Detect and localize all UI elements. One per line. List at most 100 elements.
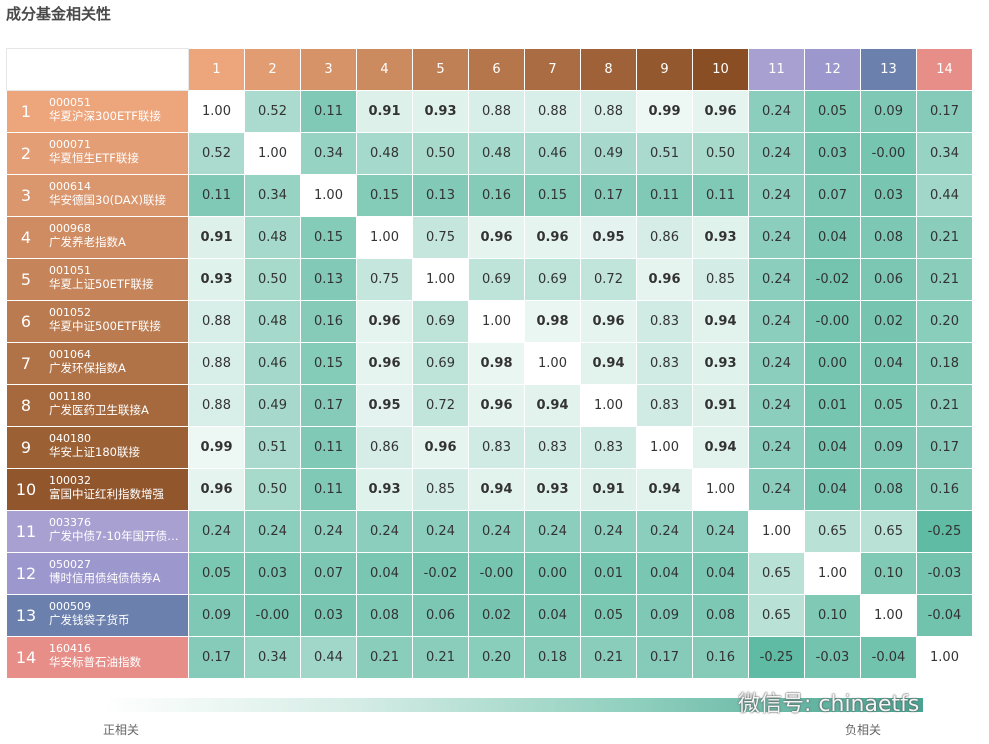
correlation-cell: 0.46 xyxy=(524,132,581,175)
correlation-cell: 0.24 xyxy=(748,174,805,217)
correlation-cell: 0.96 xyxy=(692,90,749,133)
correlation-cell: 0.48 xyxy=(244,216,301,259)
correlation-cell: 0.94 xyxy=(580,342,637,385)
correlation-cell: 1.00 xyxy=(692,468,749,511)
correlation-cell: 1.00 xyxy=(356,216,413,259)
correlation-cell: 0.95 xyxy=(356,384,413,427)
correlation-cell: 0.17 xyxy=(916,426,973,469)
correlation-cell: 0.03 xyxy=(804,132,861,175)
row-header: 4 000968 广发养老指数A xyxy=(6,216,189,259)
table-row: 10 100032 富国中证红利指数增强 0.96 0.50 0.11 0.93 0.85 0.… xyxy=(6,468,973,511)
correlation-cell: 0.94 xyxy=(692,300,749,343)
correlation-cell: 0.34 xyxy=(244,636,301,679)
row-number: 5 xyxy=(20,270,32,289)
correlation-cell: 0.96 xyxy=(356,300,413,343)
correlation-cell: 0.08 xyxy=(860,468,917,511)
correlation-cell: 0.07 xyxy=(804,174,861,217)
row-number: 10 xyxy=(15,480,37,499)
correlation-cell: 0.08 xyxy=(692,594,749,637)
correlation-cell: 0.15 xyxy=(300,216,357,259)
correlation-cell: 0.49 xyxy=(244,384,301,427)
correlation-cell: 0.65 xyxy=(804,510,861,553)
correlation-cell: 0.04 xyxy=(804,468,861,511)
correlation-cell: 0.21 xyxy=(356,636,413,679)
correlation-cell: 0.48 xyxy=(468,132,525,175)
fund-name: 华安上证180联接 xyxy=(49,445,140,459)
correlation-cell: 0.09 xyxy=(188,594,245,637)
row-header: 7 001064 广发环保指数A xyxy=(6,342,189,385)
row-number: 8 xyxy=(20,396,32,415)
correlation-cell: 0.69 xyxy=(524,258,581,301)
correlation-cell: 0.17 xyxy=(916,90,973,133)
correlation-cell: 0.88 xyxy=(188,342,245,385)
correlation-cell: 0.83 xyxy=(636,342,693,385)
column-header: 2 xyxy=(244,48,301,91)
row-header: 5 001051 华夏上证50ETF联接 xyxy=(6,258,189,301)
correlation-cell: 0.24 xyxy=(748,132,805,175)
row-header: 6 001052 华夏中证500ETF联接 xyxy=(6,300,189,343)
table-row: 4 000968 广发养老指数A 0.91 0.48 0.15 1.00 0.75 0.96 0.… xyxy=(6,216,973,259)
table-row: 5 001051 华夏上证50ETF联接 0.93 0.50 0.13 0.75 1.00 0.… xyxy=(6,258,973,301)
column-header: 4 xyxy=(356,48,413,91)
fund-code: 100032 xyxy=(49,474,91,487)
correlation-cell: 0.83 xyxy=(580,426,637,469)
correlation-cell: 0.83 xyxy=(524,426,581,469)
correlation-cell: 0.49 xyxy=(580,132,637,175)
fund-code: 001052 xyxy=(49,306,91,319)
correlation-cell: 0.91 xyxy=(692,384,749,427)
correlation-cell: -0.04 xyxy=(860,636,917,679)
column-header: 7 xyxy=(524,48,581,91)
correlation-cell: 0.24 xyxy=(692,510,749,553)
correlation-cell: 0.50 xyxy=(692,132,749,175)
correlation-cell: 0.24 xyxy=(748,426,805,469)
correlation-cell: 0.24 xyxy=(748,300,805,343)
correlation-cell: 0.94 xyxy=(636,468,693,511)
row-number: 6 xyxy=(20,312,32,331)
correlation-cell: 0.91 xyxy=(188,216,245,259)
correlation-cell: 0.01 xyxy=(804,384,861,427)
correlation-cell: 0.09 xyxy=(860,426,917,469)
correlation-cell: 0.51 xyxy=(244,426,301,469)
correlation-cell: 0.50 xyxy=(244,258,301,301)
correlation-cell: 0.11 xyxy=(300,468,357,511)
correlation-cell: 1.00 xyxy=(804,552,861,595)
correlation-cell: 0.21 xyxy=(916,384,973,427)
correlation-cell: 0.04 xyxy=(636,552,693,595)
table-row: 7 001064 广发环保指数A 0.88 0.46 0.15 0.96 0.69 0.98 1.… xyxy=(6,342,973,385)
fund-code: 160416 xyxy=(49,642,91,655)
correlation-cell: 0.94 xyxy=(692,426,749,469)
correlation-cell: 0.93 xyxy=(692,342,749,385)
correlation-cell: 0.93 xyxy=(188,258,245,301)
correlation-cell: 0.04 xyxy=(524,594,581,637)
correlation-cell: 1.00 xyxy=(412,258,469,301)
correlation-cell: 0.02 xyxy=(468,594,525,637)
row-number: 1 xyxy=(20,102,32,121)
correlation-cell: 0.07 xyxy=(300,552,357,595)
watermark: 微信号: chinaetfs xyxy=(738,692,920,717)
correlation-cell: 0.46 xyxy=(244,342,301,385)
correlation-cell: 0.24 xyxy=(468,510,525,553)
correlation-cell: 0.00 xyxy=(524,552,581,595)
column-header: 8 xyxy=(580,48,637,91)
correlation-cell: 1.00 xyxy=(580,384,637,427)
table-row: 9 040180 华安上证180联接 0.99 0.51 0.11 0.86 0.96 0.83… xyxy=(6,426,973,469)
correlation-cell: 0.17 xyxy=(300,384,357,427)
correlation-cell: 0.50 xyxy=(244,468,301,511)
correlation-cell: 0.96 xyxy=(524,216,581,259)
correlation-cell: 0.75 xyxy=(412,216,469,259)
fund-code: 050027 xyxy=(49,558,91,571)
correlation-cell: 0.98 xyxy=(524,300,581,343)
correlation-cell: 0.65 xyxy=(748,594,805,637)
correlation-cell: 0.98 xyxy=(468,342,525,385)
correlation-cell: -0.25 xyxy=(916,510,973,553)
correlation-cell: 1.00 xyxy=(244,132,301,175)
row-header: 11 003376 广发中债7-10年国开债… xyxy=(6,510,189,553)
correlation-cell: 0.75 xyxy=(356,258,413,301)
correlation-cell: 0.85 xyxy=(692,258,749,301)
correlation-cell: 0.05 xyxy=(580,594,637,637)
fund-code: 000614 xyxy=(49,180,91,193)
row-number: 13 xyxy=(15,606,37,625)
correlation-cell: -0.02 xyxy=(412,552,469,595)
table-row: 1 000051 华夏沪深300ETF联接 1.00 0.52 0.11 0.91 0.93 0… xyxy=(6,90,973,133)
correlation-cell: 0.06 xyxy=(860,258,917,301)
